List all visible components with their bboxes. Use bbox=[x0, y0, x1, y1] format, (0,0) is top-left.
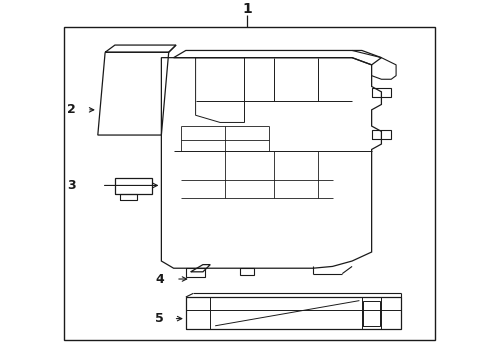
Text: 2: 2 bbox=[67, 103, 76, 116]
Text: 5: 5 bbox=[155, 312, 163, 325]
Text: 1: 1 bbox=[242, 2, 251, 16]
Text: 3: 3 bbox=[67, 179, 76, 192]
Text: 4: 4 bbox=[155, 273, 163, 285]
Bar bbox=[63, 27, 434, 340]
